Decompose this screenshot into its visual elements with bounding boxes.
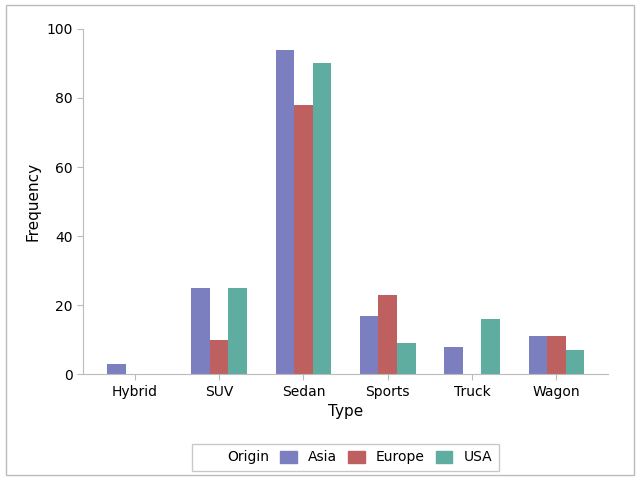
Bar [397,343,415,374]
Bar [444,347,463,374]
Bar [191,288,210,374]
X-axis label: Type: Type [328,404,364,420]
Bar [210,340,228,374]
Bar [566,350,584,374]
Bar [529,336,547,374]
Y-axis label: Frequency: Frequency [26,162,41,241]
Bar [378,295,397,374]
Bar [228,288,247,374]
Bar [547,336,566,374]
Bar [313,63,332,374]
Bar [294,105,313,374]
Bar [481,319,500,374]
Legend: Origin, Asia, Europe, USA: Origin, Asia, Europe, USA [192,444,499,471]
Bar [107,364,125,374]
Bar [276,49,294,374]
Bar [360,316,378,374]
